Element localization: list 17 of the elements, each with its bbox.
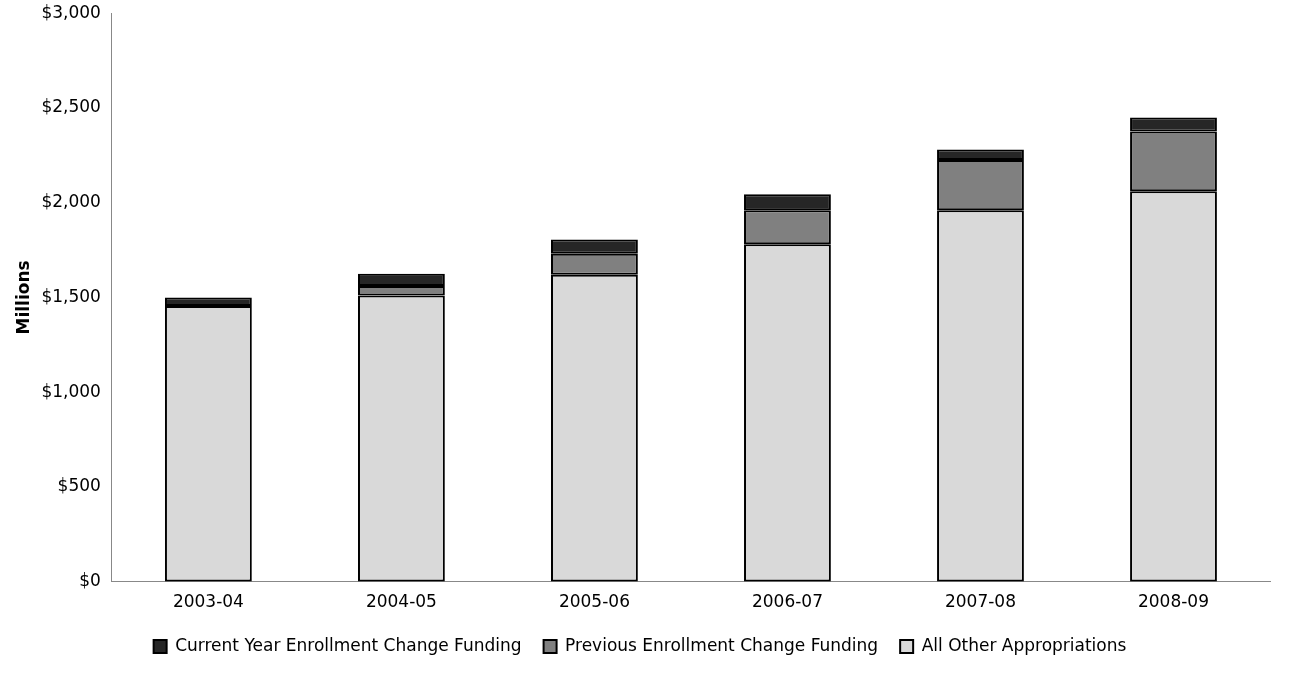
x-tick-label: 2006-07: [751, 591, 823, 612]
y-tick-label: $1,500: [41, 285, 101, 306]
legend-label: Previous Enrollment Change Funding: [565, 634, 879, 655]
y-tick-label: $3,000: [41, 1, 101, 22]
x-tick-label: 2003-04: [172, 591, 244, 612]
x-tick-label: 2004-05: [365, 591, 437, 612]
y-tick-label: $500: [57, 475, 101, 496]
x-tick-label: 2008-09: [1137, 591, 1210, 612]
legend-label: All Other Appropriations: [921, 634, 1127, 655]
y-tick-label: $2,000: [41, 191, 101, 212]
x-tick-label: 2005-06: [558, 591, 630, 612]
y-tick-label: $2,500: [41, 96, 101, 117]
x-tick-label: 2007-08: [944, 591, 1016, 612]
y-axis-title: Millions: [12, 260, 33, 335]
y-tick-label: $1,000: [41, 380, 101, 401]
legend-label: Current Year Enrollment Change Funding: [175, 634, 522, 655]
y-tick-label: $0: [79, 570, 101, 591]
